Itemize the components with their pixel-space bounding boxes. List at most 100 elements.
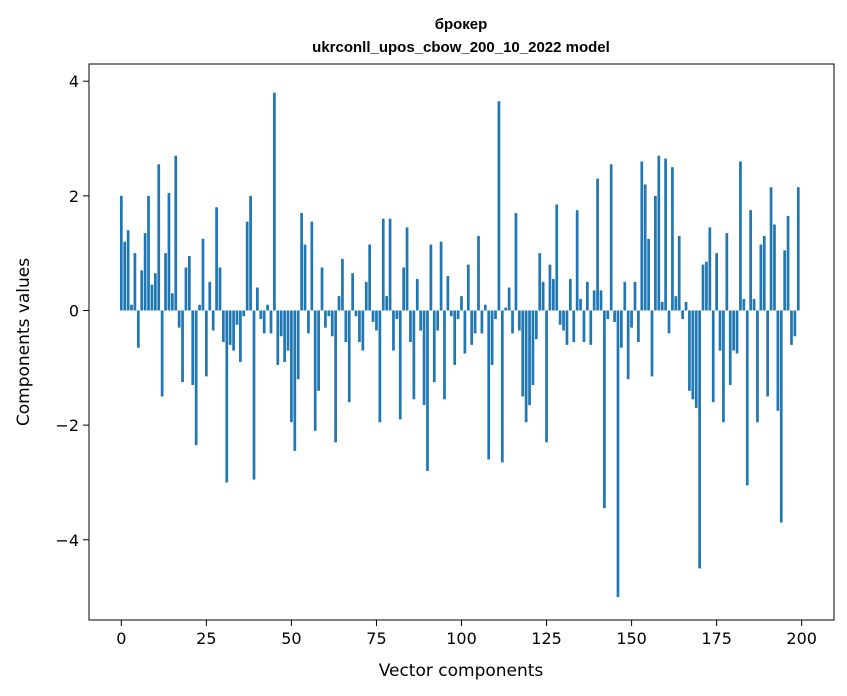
bar <box>647 238 650 311</box>
bar <box>684 301 688 311</box>
bar <box>504 307 508 311</box>
bar <box>752 299 756 311</box>
x-axis-label: Vector components <box>379 661 544 681</box>
bar <box>637 310 640 342</box>
bar <box>691 310 695 400</box>
bar <box>136 310 140 348</box>
bar <box>715 253 718 311</box>
x-axis-ticks: 0 25 50 75 100 125 150 175 200 <box>116 620 817 648</box>
y-tick-label: 2 <box>69 187 79 206</box>
bar <box>555 204 559 311</box>
bar <box>429 244 433 311</box>
bar <box>677 235 681 311</box>
bar <box>191 310 195 385</box>
bar <box>279 310 283 337</box>
bar <box>327 310 331 317</box>
bar <box>786 215 790 311</box>
bar <box>266 304 269 311</box>
bar <box>681 310 684 320</box>
bar <box>239 310 242 363</box>
bar <box>293 310 297 451</box>
bar <box>739 161 742 311</box>
bar <box>296 310 300 380</box>
bar <box>242 310 246 317</box>
bar <box>276 310 280 365</box>
bar <box>640 161 644 311</box>
bar <box>150 284 154 311</box>
y-tick-label: −2 <box>55 416 79 435</box>
bar <box>538 253 542 311</box>
bar <box>783 250 787 311</box>
bar <box>562 310 565 331</box>
bar <box>181 310 184 383</box>
bar <box>405 227 409 311</box>
bar <box>456 310 460 320</box>
bar <box>494 310 497 320</box>
bar <box>688 310 691 391</box>
bar <box>225 310 229 483</box>
bar <box>701 264 705 311</box>
bar <box>426 310 429 471</box>
bar <box>756 310 759 423</box>
bar <box>344 310 348 342</box>
bar <box>205 310 208 377</box>
bar <box>473 310 477 334</box>
y-axis-ticks: −4 −2 0 2 4 <box>55 72 89 550</box>
bar <box>184 267 188 311</box>
bar <box>728 310 732 385</box>
bar <box>215 207 218 311</box>
bar <box>283 310 286 363</box>
bar <box>745 310 749 486</box>
bar <box>222 310 225 342</box>
bar <box>354 310 358 317</box>
x-tick-label: 50 <box>281 629 301 648</box>
bar <box>303 244 307 311</box>
bar <box>497 101 501 311</box>
bar <box>708 227 712 311</box>
bar <box>534 310 538 340</box>
bar <box>759 244 763 311</box>
bar <box>126 230 130 311</box>
bar <box>409 310 412 342</box>
bar <box>290 310 293 423</box>
bar <box>790 310 793 345</box>
chart-subtitle: ukrconll_upos_cbow_200_10_2022 model <box>312 39 610 56</box>
bar <box>626 310 630 380</box>
bar <box>130 304 133 311</box>
bar <box>773 224 776 311</box>
bar <box>630 310 633 328</box>
bar <box>725 233 729 311</box>
bar <box>412 310 416 400</box>
x-tick-label: 150 <box>616 629 647 648</box>
bar <box>395 310 399 320</box>
bar <box>749 210 753 311</box>
bar <box>643 184 647 311</box>
bar <box>439 241 443 311</box>
bar <box>592 290 596 311</box>
bar <box>524 310 528 423</box>
bar <box>575 210 579 311</box>
bar <box>153 273 157 311</box>
bar <box>119 195 123 311</box>
bar-series <box>119 92 800 598</box>
bar <box>378 310 382 423</box>
bar <box>742 299 746 311</box>
bar <box>177 310 181 328</box>
bar <box>337 296 341 311</box>
bar <box>579 299 582 311</box>
bar <box>232 310 235 351</box>
bar <box>364 281 368 311</box>
bar <box>317 310 320 391</box>
bar <box>310 221 314 311</box>
x-tick-label: 75 <box>366 629 386 648</box>
bar <box>249 195 252 311</box>
bar <box>779 310 783 523</box>
bar <box>432 310 436 383</box>
bar <box>487 310 491 460</box>
bar <box>436 310 440 331</box>
bar <box>603 310 606 509</box>
x-tick-label: 0 <box>116 629 126 648</box>
bar <box>606 310 610 320</box>
bar <box>211 310 215 331</box>
